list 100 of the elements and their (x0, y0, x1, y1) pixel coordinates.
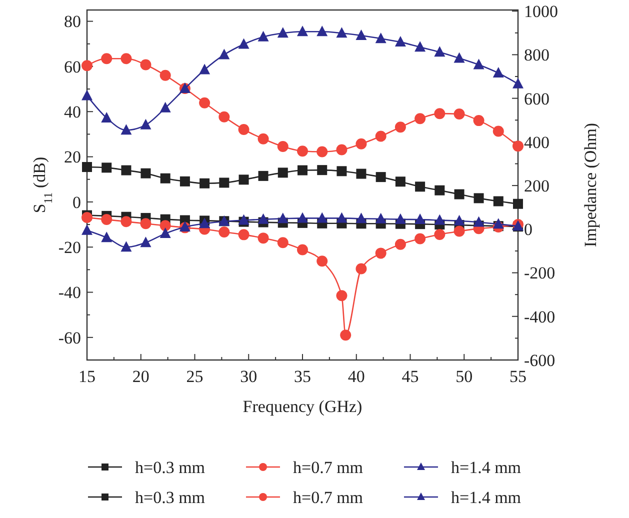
point (160, 228, 171, 238)
point (258, 170, 268, 181)
legend-label: h=0.7 mm (293, 458, 364, 477)
y2-tick-label: 1000 (524, 2, 558, 22)
point (336, 27, 348, 38)
point (317, 165, 328, 176)
point (512, 78, 524, 88)
legend-label: h=0.3 mm (135, 488, 206, 507)
point (473, 58, 484, 70)
point (454, 214, 465, 226)
point (493, 196, 504, 206)
point (394, 238, 406, 250)
y-tick-label: 0 (72, 192, 81, 212)
point (414, 113, 426, 124)
point (238, 229, 250, 240)
point (218, 226, 230, 238)
point (316, 26, 328, 36)
point (200, 178, 210, 188)
point (258, 213, 269, 224)
y2-tick-label: -600 (524, 350, 556, 370)
y-tick-label: -60 (58, 328, 81, 348)
point (218, 111, 230, 122)
point (394, 213, 406, 224)
point (199, 97, 210, 108)
point (336, 290, 348, 302)
x-tick-label: 45 (402, 367, 419, 386)
point (356, 30, 367, 40)
y-tick-label: 20 (64, 148, 81, 167)
point (258, 133, 269, 144)
point (160, 102, 171, 112)
point (101, 214, 112, 226)
legend-label: h=1.4 mm (451, 458, 522, 477)
y-tick-label: -20 (58, 238, 81, 258)
point (375, 248, 386, 259)
point (160, 70, 171, 81)
y-tick-label: -40 (58, 283, 81, 302)
point (140, 59, 152, 70)
point (218, 48, 230, 60)
point (278, 168, 288, 178)
legend-label: h=1.4 mm (451, 488, 522, 507)
point (336, 144, 348, 156)
point (316, 146, 328, 158)
point (258, 30, 269, 42)
point (316, 256, 328, 267)
point (82, 60, 92, 72)
x-tick-label: 15 (78, 367, 96, 386)
point (82, 212, 92, 224)
point (414, 233, 426, 244)
point (101, 232, 112, 242)
point (375, 130, 386, 142)
point (298, 165, 308, 176)
point (238, 38, 250, 49)
point (434, 228, 446, 240)
point (277, 212, 288, 224)
y-tick-label: 80 (64, 12, 81, 32)
point (120, 124, 132, 135)
point (101, 112, 112, 122)
point (414, 41, 426, 52)
point (277, 237, 288, 248)
y2-tick-label: 0 (524, 220, 532, 240)
point (336, 166, 347, 176)
point (473, 115, 484, 126)
point (140, 168, 151, 178)
y2-axis-title: Impedance (Ohm) (581, 122, 600, 248)
point (375, 32, 386, 44)
point (414, 214, 426, 224)
point (340, 330, 352, 341)
point (473, 216, 484, 227)
point (394, 36, 406, 47)
point (356, 138, 367, 150)
legend-label: h=0.3 mm (135, 458, 206, 477)
y-tick-label: 60 (64, 57, 81, 76)
point (356, 212, 367, 224)
point (258, 232, 269, 244)
x-tick-label: 50 (456, 367, 473, 386)
point (454, 226, 465, 237)
point (297, 146, 308, 157)
point (492, 126, 504, 137)
point (454, 108, 465, 120)
point (336, 212, 348, 223)
point (297, 244, 308, 256)
point (238, 174, 249, 185)
y2-tick-label: 800 (524, 46, 550, 65)
point (140, 236, 152, 248)
point (238, 124, 250, 135)
point (513, 198, 523, 209)
point (277, 27, 288, 38)
point (376, 172, 386, 182)
x-tick-label: 25 (186, 367, 204, 386)
y2-tick-label: -200 (524, 264, 556, 283)
x-tick-label: 55 (510, 367, 526, 386)
x-tick-label: 40 (348, 367, 365, 386)
point (492, 67, 504, 78)
point (297, 26, 308, 36)
point (82, 162, 92, 172)
x-tick-label: 35 (294, 367, 311, 386)
point (434, 108, 446, 120)
point (277, 141, 288, 152)
point (199, 218, 210, 228)
point (140, 118, 152, 130)
